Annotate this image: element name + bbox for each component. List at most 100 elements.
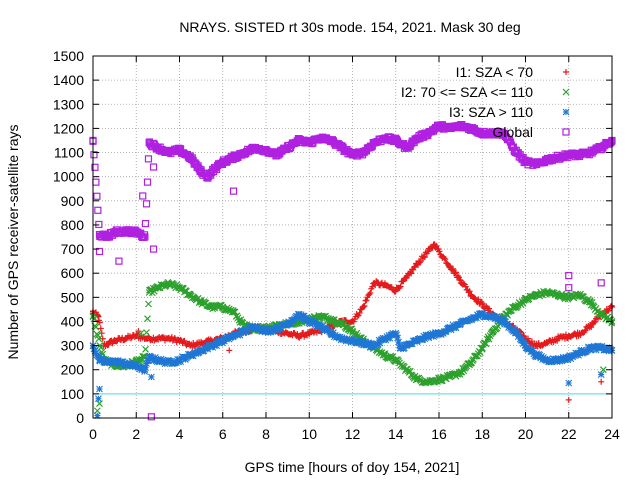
data-point bbox=[457, 277, 464, 284]
data-point bbox=[96, 342, 104, 350]
data-point bbox=[99, 335, 106, 342]
data-point bbox=[467, 124, 476, 133]
data-point bbox=[597, 310, 605, 318]
data-point bbox=[431, 241, 438, 248]
data-point bbox=[230, 308, 237, 316]
data-point bbox=[177, 336, 184, 343]
data-point bbox=[468, 291, 475, 298]
data-point bbox=[145, 139, 153, 147]
x-tick-label: 0 bbox=[89, 426, 97, 442]
data-point bbox=[277, 325, 285, 333]
outlier-point bbox=[598, 378, 605, 385]
data-point bbox=[446, 262, 453, 269]
y-axis-title: Number of GPS receiver-satellite rays bbox=[5, 125, 21, 360]
chart-title: NRAYS. SISTED rt 30s mode. 154, 2021. Ma… bbox=[179, 19, 520, 35]
data-point bbox=[592, 318, 599, 325]
data-point bbox=[489, 129, 497, 137]
data-point bbox=[111, 228, 119, 236]
outlier-point bbox=[96, 385, 103, 393]
data-point bbox=[381, 334, 389, 342]
x-tick-label: 4 bbox=[176, 426, 184, 442]
data-point bbox=[105, 341, 112, 348]
data-point bbox=[93, 192, 101, 200]
data-point bbox=[452, 269, 459, 276]
data-point bbox=[154, 284, 162, 292]
data-point bbox=[165, 280, 173, 288]
data-point bbox=[489, 313, 497, 321]
data-point bbox=[543, 289, 551, 296]
data-point bbox=[198, 340, 205, 347]
data-point bbox=[533, 342, 540, 349]
data-point bbox=[92, 323, 100, 331]
data-point bbox=[197, 347, 205, 354]
data-point bbox=[366, 291, 373, 298]
data-point bbox=[145, 289, 153, 296]
data-point bbox=[186, 351, 194, 359]
data-point bbox=[132, 362, 140, 370]
outlier-point bbox=[229, 187, 238, 195]
data-point bbox=[532, 351, 540, 359]
data-point bbox=[90, 151, 98, 159]
data-point bbox=[219, 303, 227, 311]
data-point bbox=[413, 134, 421, 142]
data-point bbox=[338, 334, 346, 342]
data-point bbox=[122, 335, 129, 342]
data-point bbox=[316, 313, 324, 321]
outlier-point bbox=[565, 379, 573, 387]
data-point bbox=[99, 356, 107, 363]
data-point bbox=[144, 155, 153, 163]
data-point bbox=[511, 303, 519, 311]
data-point bbox=[424, 129, 432, 137]
data-point bbox=[141, 233, 149, 241]
data-point bbox=[370, 342, 378, 349]
outlier-point bbox=[565, 284, 573, 292]
outlier-point bbox=[147, 413, 155, 421]
data-point bbox=[349, 337, 356, 345]
y-tick-label: 1400 bbox=[53, 72, 84, 88]
data-point bbox=[486, 332, 494, 340]
data-point bbox=[94, 206, 102, 214]
data-point bbox=[478, 344, 486, 352]
data-point bbox=[229, 153, 238, 161]
data-point bbox=[348, 151, 357, 159]
x-tick-label: 6 bbox=[219, 426, 227, 442]
data-point bbox=[284, 330, 291, 337]
x-axis-title: GPS time [hours of doy 154, 2021] bbox=[245, 459, 460, 475]
data-point bbox=[413, 337, 421, 345]
data-point bbox=[111, 357, 119, 365]
data-point bbox=[208, 342, 216, 349]
data-point bbox=[408, 270, 415, 277]
legend-label: I1: SZA < 70 bbox=[456, 64, 534, 80]
data-point bbox=[554, 335, 561, 342]
y-tick-label: 600 bbox=[61, 265, 85, 281]
data-point bbox=[91, 347, 99, 355]
x-tick-label: 18 bbox=[474, 426, 490, 442]
data-point bbox=[186, 153, 194, 161]
data-point bbox=[256, 324, 263, 332]
data-point bbox=[90, 345, 98, 353]
data-point bbox=[92, 178, 100, 186]
data-point bbox=[295, 332, 302, 339]
data-point bbox=[554, 292, 562, 300]
y-tick-label: 700 bbox=[61, 241, 85, 257]
data-point bbox=[395, 338, 402, 346]
legend-marker bbox=[562, 128, 570, 136]
data-point bbox=[316, 134, 324, 142]
data-point bbox=[424, 332, 432, 340]
data-point bbox=[338, 144, 346, 152]
data-point bbox=[403, 342, 410, 349]
data-point bbox=[187, 342, 194, 349]
data-point bbox=[480, 339, 488, 347]
data-point bbox=[95, 335, 103, 343]
axis-ticks: 0 2 4 6 8 10 12 14 16 18 20 22 240100200300400500600… bbox=[53, 48, 620, 442]
data-point bbox=[96, 356, 103, 364]
data-point bbox=[142, 364, 149, 372]
outlier-point bbox=[93, 407, 101, 415]
data-point bbox=[338, 320, 346, 328]
legend-label: I3: SZA > 110 bbox=[449, 104, 533, 120]
data-point bbox=[417, 258, 424, 265]
x-tick-label: 12 bbox=[345, 426, 361, 442]
data-point bbox=[543, 356, 551, 364]
data-point bbox=[165, 359, 173, 366]
